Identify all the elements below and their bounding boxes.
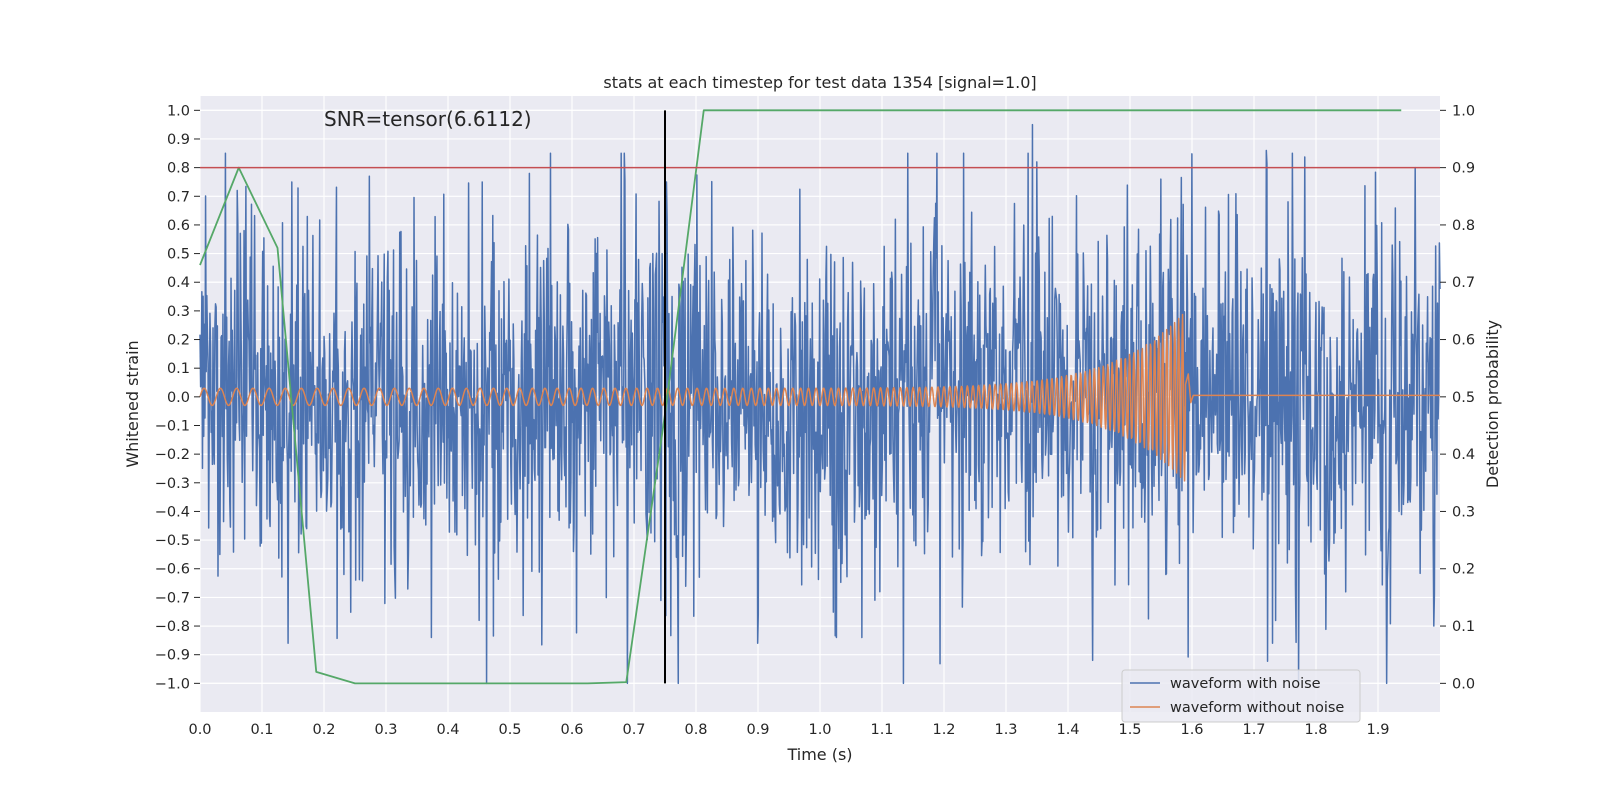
x-tick-label: 0.7 bbox=[622, 722, 645, 738]
y-axis-right-label: Detection probability bbox=[1483, 320, 1502, 488]
legend-label-noise: waveform with noise bbox=[1170, 676, 1321, 692]
series-layer bbox=[199, 109, 1441, 685]
y-left-tick-label: 0.4 bbox=[167, 275, 190, 291]
series-line-detection-probability bbox=[199, 109, 1402, 685]
y-left-tick-label: −0.7 bbox=[155, 590, 190, 606]
x-tick-label: 0.9 bbox=[746, 722, 769, 738]
x-tick-label: 1.0 bbox=[808, 722, 831, 738]
legend: waveform with noise waveform without noi… bbox=[1121, 669, 1361, 723]
y-right-tick-label: 0.8 bbox=[1452, 218, 1475, 234]
y-right-tick-label: 0.5 bbox=[1452, 390, 1475, 406]
legend-label-clean: waveform without noise bbox=[1170, 700, 1344, 716]
y-right-tick-label: 0.7 bbox=[1452, 275, 1475, 291]
snr-annotation: SNR=tensor(6.6112) bbox=[324, 107, 532, 131]
y-axis-right-ticks: 1.0 0.9 0.8 0.7 0.6 0.5 0.4 0.3 0.2 0.1 0.0 bbox=[1440, 103, 1475, 692]
x-tick-label: 1.4 bbox=[1056, 722, 1079, 738]
y-right-tick-label: 0.3 bbox=[1452, 504, 1475, 520]
x-tick-label: 1.1 bbox=[870, 722, 893, 738]
y-left-tick-label: −0.1 bbox=[155, 418, 190, 434]
x-tick-label: 0.5 bbox=[498, 722, 521, 738]
x-axis-ticks: 0.0 0.1 0.2 0.3 0.4 0.5 0.6 0.7 0.8 0.9 1.0 1.1 1.2 1… bbox=[188, 722, 1389, 738]
y-left-tick-label: 0.8 bbox=[167, 161, 190, 177]
y-left-tick-label: 0.1 bbox=[167, 361, 190, 377]
x-tick-label: 0.0 bbox=[188, 722, 211, 738]
y-left-tick-label: 0.0 bbox=[167, 390, 190, 406]
y-left-tick-label: 1.0 bbox=[167, 103, 190, 119]
y-axis-left-label: Whitened strain bbox=[123, 340, 142, 467]
x-tick-label: 0.2 bbox=[312, 722, 335, 738]
x-tick-label: 1.6 bbox=[1180, 722, 1203, 738]
y-right-tick-label: 1.0 bbox=[1452, 103, 1475, 119]
y-left-tick-label: 0.6 bbox=[167, 218, 190, 234]
y-left-tick-label: −1.0 bbox=[155, 676, 190, 692]
y-right-tick-label: 0.2 bbox=[1452, 562, 1475, 578]
series-line-waveform-without-noise bbox=[199, 313, 1440, 482]
y-right-tick-label: 0.0 bbox=[1452, 676, 1475, 692]
y-left-tick-label: 0.5 bbox=[167, 247, 190, 263]
x-tick-label: 1.5 bbox=[1118, 722, 1141, 738]
series-line-waveform-with-noise bbox=[199, 123, 1441, 685]
y-left-tick-label: −0.2 bbox=[155, 447, 190, 463]
x-tick-label: 1.8 bbox=[1304, 722, 1327, 738]
x-axis-label: Time (s) bbox=[786, 745, 852, 764]
chart-title: stats at each timestep for test data 135… bbox=[603, 73, 1036, 92]
x-tick-label: 0.4 bbox=[436, 722, 459, 738]
y-left-tick-label: −0.8 bbox=[155, 619, 190, 635]
y-right-tick-label: 0.1 bbox=[1452, 619, 1475, 635]
legend-frame bbox=[1121, 669, 1361, 723]
y-left-tick-label: −0.3 bbox=[155, 476, 190, 492]
y-left-tick-label: −0.6 bbox=[155, 562, 190, 578]
y-axis-left-ticks: 1.0 0.9 0.8 0.7 0.6 0.5 0.4 0.3 0.2 0.1 0.0 −0.1 −0.… bbox=[155, 103, 200, 692]
y-left-tick-label: 0.2 bbox=[167, 333, 190, 349]
x-tick-label: 0.8 bbox=[684, 722, 707, 738]
y-left-tick-label: 0.3 bbox=[167, 304, 190, 320]
y-left-tick-label: 0.9 bbox=[167, 132, 190, 148]
x-tick-label: 1.3 bbox=[994, 722, 1017, 738]
y-left-tick-label: −0.5 bbox=[155, 533, 190, 549]
y-right-tick-label: 0.9 bbox=[1452, 161, 1475, 177]
x-tick-label: 0.6 bbox=[560, 722, 583, 738]
x-tick-label: 1.2 bbox=[932, 722, 955, 738]
x-tick-label: 1.9 bbox=[1366, 722, 1389, 738]
x-tick-label: 0.3 bbox=[374, 722, 397, 738]
overlay-layer bbox=[200, 110, 1440, 684]
x-tick-label: 0.1 bbox=[250, 722, 273, 738]
y-left-tick-label: 0.7 bbox=[167, 189, 190, 205]
y-left-tick-label: −0.9 bbox=[155, 648, 190, 664]
y-right-tick-label: 0.4 bbox=[1452, 447, 1475, 463]
y-right-tick-label: 0.6 bbox=[1452, 333, 1475, 349]
x-tick-label: 1.7 bbox=[1242, 722, 1265, 738]
y-left-tick-label: −0.4 bbox=[155, 504, 190, 520]
